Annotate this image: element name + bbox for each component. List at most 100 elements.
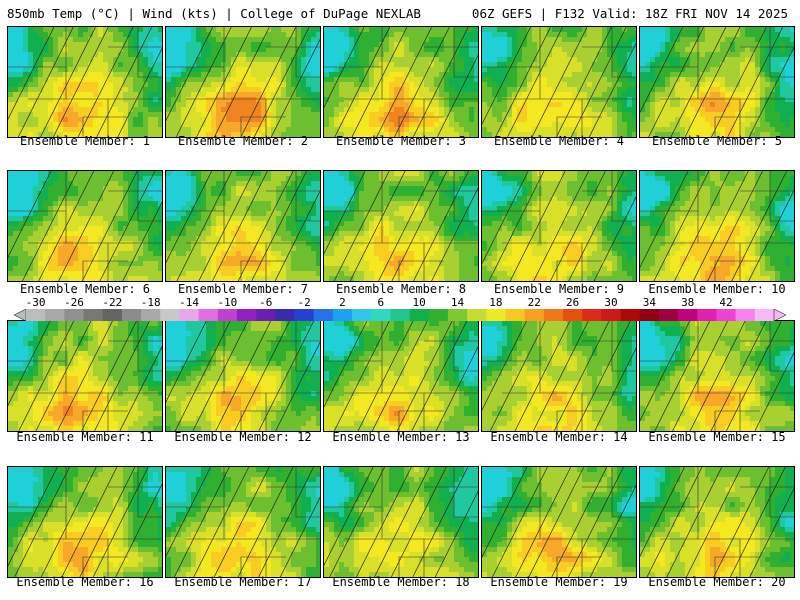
colorbar-tick-label: 30 [604, 296, 618, 309]
wind-contour [568, 171, 625, 281]
colorbar-tick-label: 26 [565, 296, 580, 309]
ensemble-map-1 [7, 26, 163, 138]
wind-contour [61, 467, 118, 577]
wind-contour [166, 467, 211, 557]
wind-contour [99, 171, 156, 281]
wind-contour [754, 351, 794, 431]
colorbar-segment [697, 309, 717, 321]
ensemble-member-label: Ensemble Member: 5 [651, 134, 783, 148]
ensemble-member-label: Ensemble Member: 17 [174, 575, 312, 589]
state-border [137, 321, 162, 372]
state-border [453, 27, 478, 78]
colorbar-segment [486, 309, 506, 321]
wind-contour [57, 321, 113, 431]
valid-time: 06Z GEFS | F132 Valid: 18Z FRI NOV 14 20… [471, 6, 788, 21]
wind-contour [174, 467, 230, 577]
wind-contour [374, 467, 430, 577]
ensemble-member-label: Ensemble Member: 1 [19, 134, 151, 148]
wind-contour [52, 27, 109, 137]
temperature-field [166, 27, 320, 137]
wind-contour [8, 467, 58, 567]
colorbar-tip-high [773, 309, 786, 321]
wind-contour [431, 187, 478, 281]
wind-contour [495, 27, 551, 137]
wind-contour [674, 171, 730, 281]
colorbar-tick-label: -6 [259, 296, 273, 309]
colorbar-tick-label: -14 [179, 296, 199, 309]
temperature-field [324, 321, 478, 431]
colorbar-segment [716, 309, 736, 321]
wind-contour [653, 171, 710, 281]
temperature-field [640, 27, 794, 137]
wind-contour [515, 467, 572, 577]
wind-contour [275, 341, 320, 431]
colorbar-tip-low [14, 309, 27, 321]
ensemble-member-label: Ensemble Member: 15 [648, 430, 786, 444]
colorbar-segment [428, 309, 449, 321]
wind-contour [213, 467, 270, 577]
temperature-field [324, 27, 478, 137]
wind-contour [640, 467, 685, 557]
temperature-field [8, 467, 162, 577]
wind-contour [411, 321, 468, 431]
header: 850mb Temp (°C) | Wind (kts) | College o… [0, 0, 800, 24]
colorbar-segment [332, 309, 353, 321]
wind-contour [731, 171, 788, 281]
wind-contour [324, 171, 366, 255]
colorbar-tick-label: 18 [489, 296, 503, 309]
colorbar-tick-label: 38 [681, 296, 695, 309]
ensemble-map-7 [165, 170, 321, 282]
state-border [769, 321, 794, 372]
colorbar-segment [236, 309, 257, 321]
colorbar-segment [294, 309, 314, 321]
colorbar-segment [256, 309, 276, 321]
wind-contour [514, 321, 571, 431]
wind-contour [727, 27, 784, 137]
wind-contour [92, 467, 149, 577]
colorbar-segment [409, 309, 430, 321]
ensemble-map-6 [7, 170, 163, 282]
state-border [714, 116, 760, 137]
state-border [240, 556, 286, 577]
state-border [769, 27, 794, 78]
wind-contour [390, 467, 447, 577]
colorbar-segment [26, 309, 46, 321]
colorbar-segment [563, 309, 583, 321]
wind-contour [640, 171, 689, 268]
wind-contour [35, 321, 92, 431]
state-border [556, 260, 602, 281]
wind-contour [40, 27, 96, 137]
wind-contour [488, 171, 545, 281]
wind-contour [176, 171, 233, 281]
wind-contour [94, 321, 150, 431]
state-border [611, 467, 636, 518]
ensemble-member-label: Ensemble Member: 12 [174, 430, 312, 444]
colorbar-tick-label: 10 [412, 296, 426, 309]
wind-contour [334, 27, 391, 137]
colorbar-segment [102, 309, 123, 321]
temperature-field [166, 467, 320, 577]
temperature-field [640, 171, 794, 281]
wind-contour [568, 467, 624, 577]
state-border [453, 467, 478, 518]
colorbar-segment [601, 309, 621, 321]
colorbar-segment [83, 309, 104, 321]
wind-contour [670, 27, 727, 137]
wind-contour [532, 321, 589, 431]
temperature-field [640, 467, 794, 577]
wind-contour [251, 171, 307, 281]
ensemble-map-18 [323, 466, 479, 578]
product-title: 850mb Temp (°C) | Wind (kts) | College o… [7, 6, 421, 21]
state-border [714, 556, 760, 577]
wind-contour [371, 321, 428, 431]
wind-contour [270, 38, 320, 137]
wind-contour [553, 321, 610, 431]
wind-contour [412, 27, 469, 137]
colorbar-tick-label: -18 [140, 296, 161, 309]
wind-contour [17, 27, 74, 137]
ensemble-member-label: Ensemble Member: 8 [335, 282, 467, 296]
temperature-field [482, 27, 636, 137]
wind-contour [349, 171, 406, 281]
wind-contour [509, 171, 566, 281]
state-border [240, 116, 286, 137]
